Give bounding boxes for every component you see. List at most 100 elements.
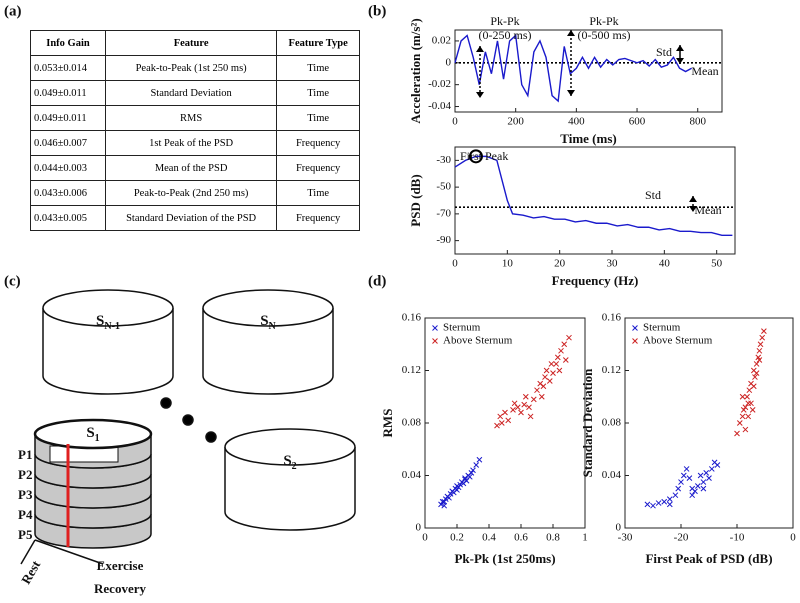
legend-marker [432, 338, 438, 344]
table-cell: RMS [104, 105, 278, 131]
plot-frame [454, 146, 736, 255]
scatter-point [756, 347, 763, 354]
scatter-point [511, 400, 518, 407]
x-tick-label: 30 [607, 258, 619, 270]
dot [205, 431, 217, 443]
table-row: 0.043±0.005 Standard Deviation of the PSD… [30, 205, 360, 231]
legend-marker [632, 325, 638, 331]
scatter-point [470, 467, 476, 474]
annotation: Pk-Pk [490, 14, 519, 28]
y-tick-label: 0.04 [402, 469, 422, 481]
scatter-point [473, 462, 480, 468]
cylinder [224, 447, 356, 531]
scatter-point [562, 357, 569, 363]
table-row: 0.046±0.007 1st Peak of the PSD Frequency [30, 130, 360, 156]
table-row: 0.053±0.014 Peak-to-Peak (1st 250 ms) Time [30, 55, 360, 81]
scatter-point [494, 422, 500, 429]
annotation: Mean [694, 203, 721, 217]
scatter-point [554, 354, 561, 361]
database-diagram [20, 289, 356, 565]
x-tick-label: 0 [790, 532, 796, 544]
cylinder-top [202, 289, 334, 327]
scatter-point [675, 485, 682, 492]
annotation: Mean [691, 64, 718, 78]
y-tick-label: 0 [616, 522, 622, 534]
scatter-point [761, 328, 767, 334]
table-header-row: Info Gain Feature Feature Type [30, 30, 360, 56]
cylinder-label: S1 [86, 425, 99, 444]
x-tick-label: 0 [422, 532, 428, 544]
plot-frame [624, 317, 794, 529]
cylinder-top [224, 428, 356, 466]
scatter-point [527, 413, 534, 420]
table-cell: Peak-to-Peak (2nd 250 ms) [104, 180, 278, 206]
scatter-point [745, 413, 752, 420]
scatter-point [457, 481, 464, 488]
table-cell: 0.049±0.011 [30, 105, 106, 131]
legend-marker [432, 325, 438, 331]
table-cell: Time [276, 55, 360, 81]
scatter-point [442, 496, 449, 502]
x-tick-label: 400 [568, 116, 585, 128]
header-cell: Feature [104, 30, 278, 56]
annotation: (0-250 ms) [479, 28, 532, 42]
table-cell: Frequency [276, 130, 360, 156]
scatter-point [546, 378, 553, 384]
scatter-point [526, 404, 532, 411]
y-axis-label: Standard Deviation [580, 368, 595, 477]
y-axis-label: Acceleration (m/s²) [408, 18, 423, 123]
scatter-point [447, 491, 454, 497]
x-tick-label: 200 [507, 116, 524, 128]
scatter-point [476, 456, 483, 463]
scatter-point [739, 393, 746, 400]
scatter-point [561, 341, 568, 348]
scatter-point [502, 409, 508, 416]
table-cell: Time [276, 80, 360, 106]
phase-label: P3 [18, 487, 33, 502]
y-tick-label: 0.04 [602, 469, 622, 481]
scatter-point [538, 393, 545, 400]
cylinder-label: SN [260, 313, 276, 332]
scatter-point [706, 475, 712, 481]
scatter-point [750, 383, 757, 390]
x-tick-label: 0.6 [514, 532, 528, 544]
table-row: 0.043±0.006 Peak-to-Peak (2nd 250 ms) Time [30, 180, 360, 206]
label-base: S [283, 453, 291, 469]
scatter-point [466, 473, 473, 480]
label-subscript: 2 [292, 461, 297, 472]
y-axis-label: RMS [380, 409, 395, 438]
signal-line [454, 155, 733, 236]
dot [160, 397, 172, 409]
scatter-point [463, 477, 470, 484]
y-tick-label: -70 [436, 207, 451, 219]
scatter-point [521, 401, 528, 408]
scatter-point [746, 387, 753, 394]
scatter-point [700, 485, 707, 492]
table-cell: 0.044±0.003 [30, 155, 106, 181]
cylinder-label: S2 [283, 453, 296, 472]
label-base: S [260, 313, 268, 329]
x-tick-label: 0.4 [482, 532, 496, 544]
x-tick-label: 40 [659, 258, 671, 270]
table-cell: Frequency [276, 205, 360, 231]
table-row: 0.049±0.011 Standard Deviation Time [30, 80, 360, 106]
x-tick-label: 50 [711, 258, 723, 270]
phase-label: P5 [18, 527, 33, 542]
label-subscript: N-1 [104, 321, 120, 332]
annotation: Std [645, 188, 661, 202]
scatter-point [739, 413, 746, 420]
scatter-point [498, 420, 505, 426]
scatter-point [534, 387, 540, 394]
annotation: First Peak [460, 149, 508, 163]
scatter-point [556, 367, 563, 374]
phase-label: P4 [18, 507, 33, 522]
feature-table: Info Gain Feature Feature Type 0.053±0.014 P… [30, 30, 360, 231]
scatter-point [530, 396, 537, 403]
plot-frame [454, 29, 723, 113]
scatter-point [514, 404, 521, 411]
table-cell: 0.053±0.014 [30, 55, 106, 81]
dot [182, 414, 194, 426]
plot-frame [424, 317, 586, 529]
